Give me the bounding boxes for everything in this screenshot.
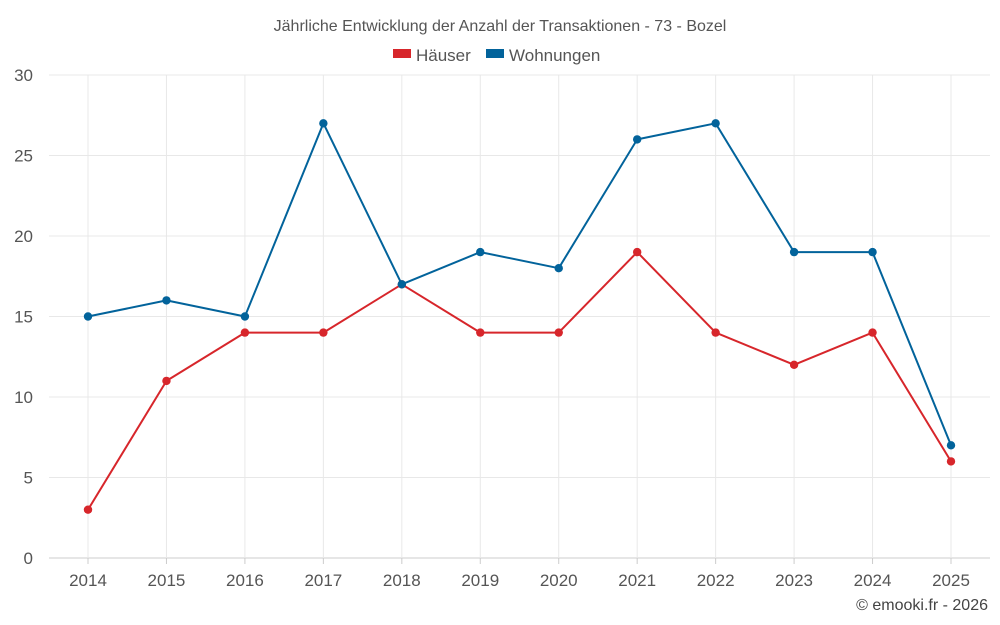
x-tick-label: 2018: [383, 571, 421, 590]
chart-title: Jährliche Entwicklung der Anzahl der Tra…: [274, 18, 727, 35]
x-axis-ticks: 2014 2015 2016 2017 2018 2019 2020 2021 2022 2023…: [69, 558, 970, 590]
data-point-wohnungen[interactable]: [397, 280, 407, 289]
data-point-wohnungen[interactable]: [632, 135, 642, 144]
y-tick-label: 5: [24, 469, 33, 488]
data-point-haeuser[interactable]: [319, 328, 328, 337]
data-point-wohnungen[interactable]: [83, 312, 93, 321]
data-point-haeuser[interactable]: [554, 328, 563, 337]
data-point-haeuser[interactable]: [946, 457, 956, 466]
x-tick-label: 2023: [775, 571, 813, 590]
x-tick-label: 2015: [148, 571, 186, 590]
gridlines: [49, 74, 990, 559]
data-point-haeuser[interactable]: [789, 360, 799, 369]
y-tick-label: 25: [14, 147, 33, 166]
legend-label-haeuser[interactable]: Häuser: [416, 46, 471, 65]
y-tick-label: 10: [14, 388, 33, 407]
data-point-haeuser[interactable]: [711, 328, 720, 337]
data-point-wohnungen[interactable]: [711, 119, 720, 128]
data-point-haeuser[interactable]: [476, 328, 485, 337]
x-tick-label: 2014: [69, 571, 107, 590]
x-tick-label: 2025: [932, 571, 970, 590]
data-point-wohnungen[interactable]: [868, 247, 877, 257]
series-line-haeuser: [87, 251, 952, 511]
y-tick-label: 0: [24, 549, 33, 568]
data-point-wohnungen[interactable]: [162, 296, 171, 305]
series-layer: [83, 119, 956, 514]
x-tick-label: 2020: [540, 571, 578, 590]
x-tick-label: 2019: [461, 571, 499, 590]
x-tick-label: 2021: [618, 571, 656, 590]
data-point-haeuser[interactable]: [632, 247, 642, 257]
x-tick-label: 2017: [304, 571, 342, 590]
x-tick-label: 2024: [854, 571, 892, 590]
data-point-wohnungen[interactable]: [554, 264, 563, 273]
x-tick-label: 2022: [697, 571, 735, 590]
data-point-haeuser[interactable]: [240, 328, 250, 337]
data-point-wohnungen[interactable]: [476, 247, 485, 257]
legend-swatch-haeuser: [393, 49, 411, 58]
data-point-haeuser[interactable]: [162, 376, 171, 386]
data-point-wohnungen[interactable]: [319, 119, 328, 128]
data-point-wohnungen[interactable]: [946, 441, 956, 450]
legend-label-wohnungen[interactable]: Wohnungen: [509, 46, 600, 65]
legend-swatch-wohnungen: [486, 49, 504, 58]
y-axis-ticks: 0 5 10 15 20 25 30: [14, 66, 33, 568]
data-point-wohnungen[interactable]: [240, 312, 250, 321]
series-line-wohnungen: [87, 122, 952, 446]
data-point-haeuser[interactable]: [83, 505, 93, 514]
y-tick-label: 15: [14, 308, 33, 327]
legend: Häuser Wohnungen: [393, 46, 600, 65]
credit-text: © emooki.fr - 2026: [856, 597, 988, 614]
data-point-haeuser[interactable]: [868, 328, 877, 337]
data-point-wohnungen[interactable]: [789, 247, 799, 257]
y-tick-label: 30: [14, 66, 33, 85]
x-tick-label: 2016: [226, 571, 264, 590]
y-tick-label: 20: [14, 227, 33, 246]
